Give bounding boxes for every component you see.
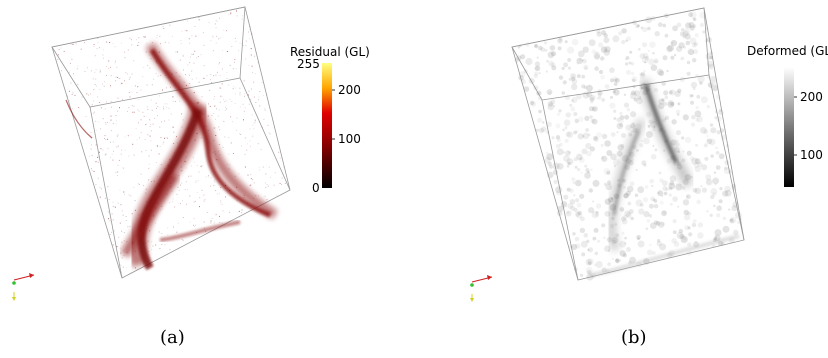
colorbar-tick-label: 0	[312, 181, 320, 195]
colorbar-title: Residual (GL)	[290, 45, 370, 59]
colorbar-tick-label: 100	[800, 148, 823, 162]
caption-b: (b)	[621, 327, 647, 348]
deformed-crack	[588, 78, 740, 277]
caption-a: (a)	[160, 327, 185, 348]
colorbar-tick-label: 255	[297, 57, 320, 71]
panel-a-residual: Residual (GL) 255 200 100 0 (a)	[12, 6, 370, 348]
colorbar-deformed	[784, 67, 794, 187]
volume-render-residual	[12, 6, 335, 301]
colorbar-tick-label: 200	[800, 90, 823, 104]
orientation-axes	[12, 273, 35, 301]
colorbar-tick-label: 200	[338, 83, 361, 97]
volume-render-deformed	[470, 7, 797, 302]
colorbar-ticks	[794, 96, 797, 156]
colorbar-ticks	[332, 89, 335, 140]
orientation-axes	[470, 275, 493, 302]
grain-texture	[514, 11, 743, 281]
bounding-box	[511, 7, 745, 281]
residual-crack	[65, 42, 278, 270]
colorbar-tick-label: 100	[338, 132, 361, 146]
colorbar-residual	[322, 63, 332, 188]
bounding-box	[51, 6, 291, 279]
colorbar-title: Deformed (GL)	[747, 44, 828, 58]
panel-b-deformed: Deformed (GL) 200 100 (b)	[414, 0, 828, 358]
